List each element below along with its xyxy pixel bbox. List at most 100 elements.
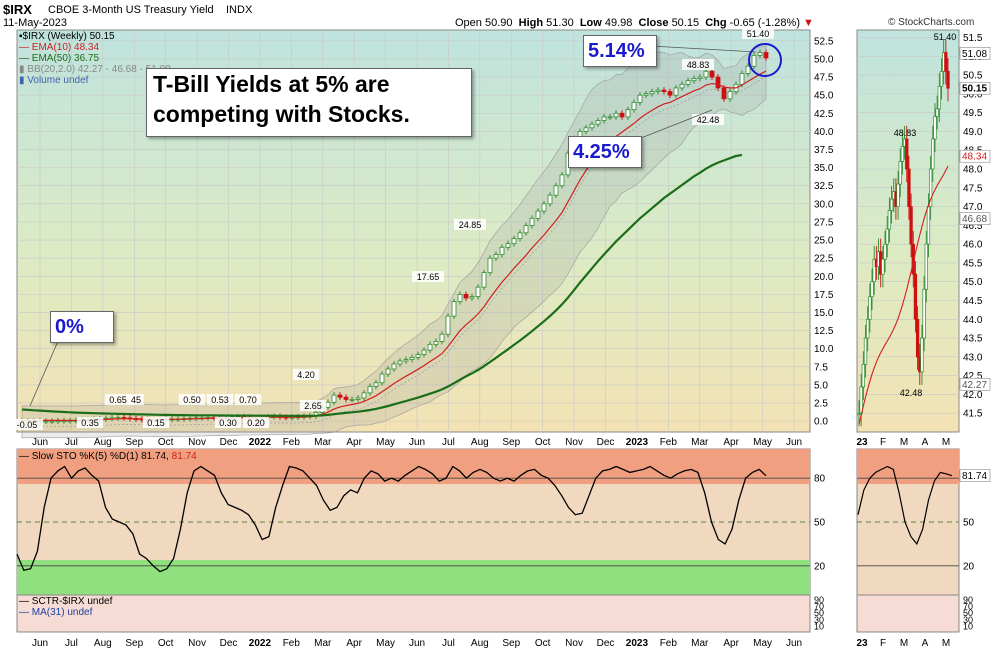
sto-y-tick: 50 [814, 518, 826, 529]
candle-body [403, 359, 409, 362]
zoom-ema10-line [858, 165, 949, 425]
high-label: High [518, 17, 544, 29]
sctr-x-tick-label: Apr [346, 638, 362, 649]
zoom-candle-body [861, 364, 865, 388]
zoom-sto-y-tick: 20 [963, 561, 975, 572]
zoom-candle-body [924, 243, 928, 290]
low-value: 49.98 [604, 17, 633, 29]
sctr-x-tick-label: Sep [502, 638, 520, 649]
y-tick-label: 46.5 [963, 221, 983, 232]
sctr-y-tick: 10 [814, 621, 824, 631]
candle-body [523, 225, 529, 234]
callout-pointer [29, 340, 59, 407]
candle-body [709, 70, 715, 78]
candle-body [367, 385, 373, 394]
x-tick-label: May [376, 437, 395, 448]
y-tick-label: 5.0 [814, 380, 828, 391]
legend-ema50: — EMA(50) 36.75 [19, 53, 100, 64]
copyright[interactable]: © StockCharts.com [888, 17, 975, 28]
sctr-y-tick: 90 [814, 595, 824, 605]
candle-body [631, 102, 637, 111]
value-tag [959, 81, 991, 95]
candle-body [331, 394, 337, 403]
y-tick-label: 45.5 [963, 258, 983, 269]
zoom-candle-body [920, 337, 924, 373]
zoom-candle-body [915, 318, 920, 358]
data-label-bg [214, 417, 242, 428]
candle-body [355, 397, 361, 400]
sctr-x-tick-label: Feb [660, 638, 678, 649]
zoom-sto-overbought [857, 449, 959, 484]
data-label-bg [742, 28, 774, 39]
callout-pointer [650, 45, 757, 53]
y-tick-label: 48.0 [963, 165, 983, 176]
zoom-candle-body [866, 318, 870, 339]
candle-body [739, 73, 745, 85]
data-label: 0.53 [211, 395, 229, 405]
ema50-line [21, 153, 743, 417]
candle-body [343, 396, 349, 400]
x-tick-label: Aug [94, 437, 112, 448]
candle-body [487, 257, 493, 274]
zoom-sctr-y-tick: 30 [963, 615, 973, 625]
zoom-candle-body [946, 70, 950, 89]
x-tick-label: Nov [565, 437, 583, 448]
y-tick-label: 25.0 [814, 236, 834, 247]
legend-sctr: — SCTR-$IRX undef [19, 596, 113, 607]
data-label: 48.83 [687, 60, 710, 70]
chart-icon: ▪ [19, 31, 23, 42]
candle-body [463, 293, 469, 299]
exchange-label: INDX [226, 4, 253, 16]
sctr-x-tick-label: Jun [32, 638, 48, 649]
candle-body [703, 70, 709, 78]
y-tick-label: 12.5 [814, 326, 834, 337]
sctr-x-tick-label: 2023 [626, 638, 649, 649]
candle-body [649, 91, 655, 95]
sto-y-tick: 20 [814, 561, 826, 572]
candle-body [547, 194, 553, 205]
y-tick-label: 52.5 [814, 36, 834, 47]
zoom-candle-body [868, 296, 872, 320]
zoom-sctr-x-tick: A [922, 638, 929, 649]
data-label: -0.05 [17, 420, 38, 430]
value-tag [959, 469, 991, 482]
data-label: 45 [131, 395, 141, 405]
y-tick-label: 7.5 [814, 362, 828, 373]
data-label: 4.20 [297, 370, 315, 380]
data-label: 42.48 [697, 115, 720, 125]
candle-body [409, 356, 415, 360]
zoom-candle-body [870, 281, 874, 298]
sctr-x-tick-label: Oct [158, 638, 174, 649]
value-tag [959, 212, 991, 225]
sctr-x-tick-label: Jun [786, 638, 802, 649]
instrument-name: CBOE 3-Month US Treasury Yield [48, 4, 214, 16]
sctr-x-tick-label: Jul [65, 638, 78, 649]
data-label-bg [206, 394, 234, 405]
candle-body [667, 91, 673, 96]
legend-ema10: — EMA(10) 48.34 [19, 42, 100, 53]
y-tick-label: 30.0 [814, 199, 834, 210]
candle-body [661, 89, 667, 92]
sctr-x-tick-label: May [753, 638, 772, 649]
sctr-x-tick-label: 2022 [249, 638, 272, 649]
y-tick-label: 47.5 [814, 73, 834, 84]
candle-body [325, 401, 331, 408]
data-label: 0.15 [147, 418, 165, 428]
y-tick-label: 45.0 [963, 277, 983, 288]
low-callout: 4.25% [568, 136, 642, 168]
data-label-bg [234, 394, 262, 405]
sctr-panel [16, 594, 811, 633]
y-tick-label: 45.0 [814, 91, 834, 102]
zoom-candle-body [937, 86, 941, 110]
sto-y-tick: 80 [814, 474, 826, 485]
candle-body [559, 174, 565, 187]
x-tick-label: Aug [471, 437, 489, 448]
sctr-x-tick-label: Oct [535, 638, 551, 649]
sctr-x-tick-label: Apr [723, 638, 739, 649]
zoom-candle-body [885, 228, 889, 245]
data-label: 0.50 [183, 395, 201, 405]
y-tick-label: 15.0 [814, 308, 834, 319]
zoom-sctr-x-tick: M [942, 638, 950, 649]
value-tag-label: 46.68 [962, 214, 987, 225]
candle-body [379, 373, 385, 384]
